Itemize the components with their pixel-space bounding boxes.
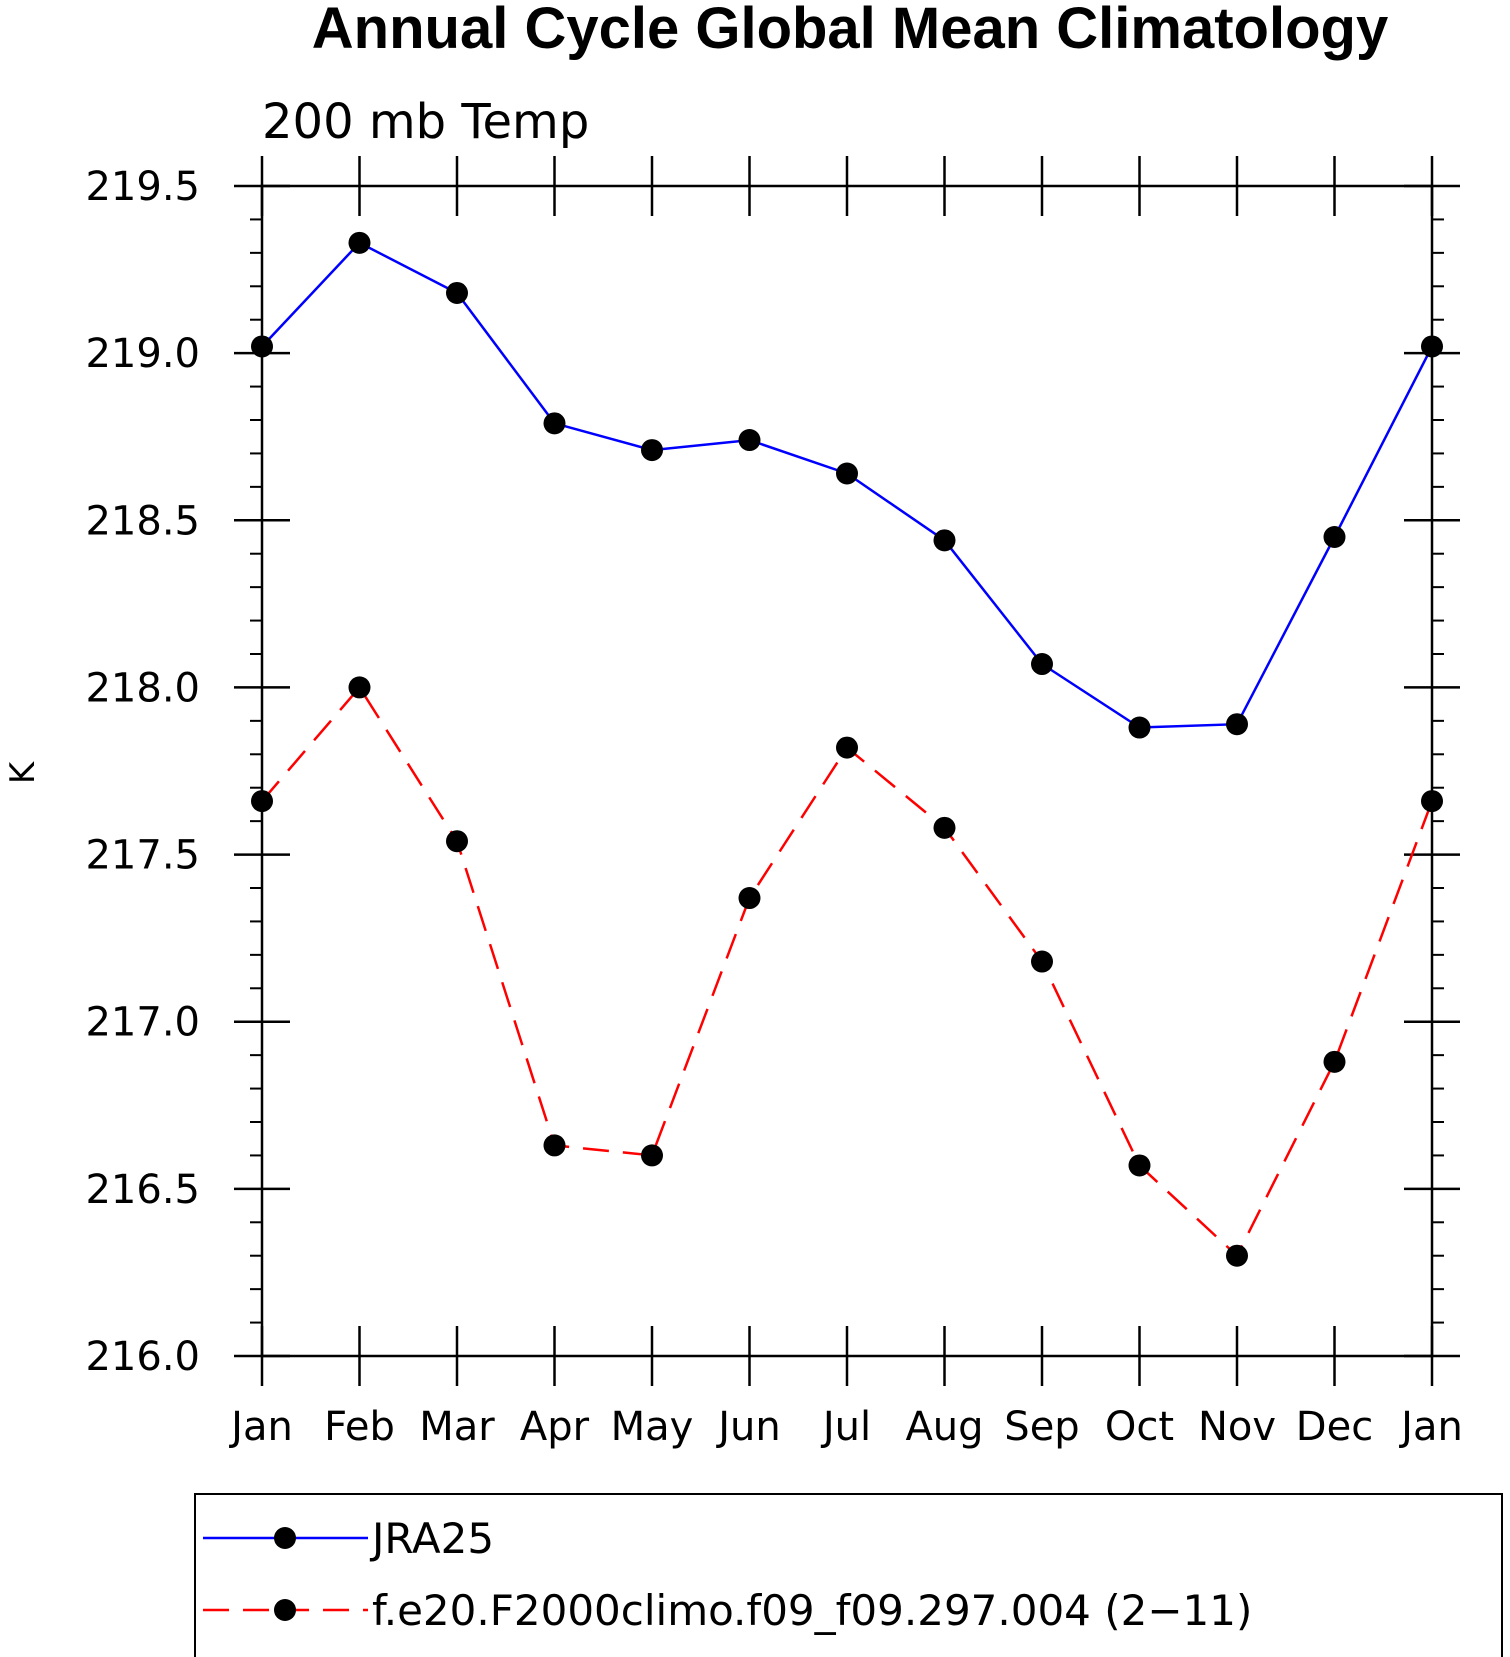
data-point [738, 429, 761, 452]
data-point [446, 281, 468, 304]
x-tick-label: May [611, 1404, 694, 1450]
data-point [1421, 790, 1443, 813]
chart-title: Annual Cycle Global Mean Climatology [312, 0, 1388, 61]
data-point [1226, 1244, 1248, 1267]
data-point [543, 412, 566, 435]
data-point [1421, 335, 1443, 358]
major-ticks [234, 156, 1460, 1386]
x-tick-label: Jul [820, 1404, 871, 1450]
legend-label-model: f.e20.F2000climo.f09_f09.297.004 (2−11) [372, 1586, 1252, 1635]
legend-label-jra25: JRA25 [369, 1514, 494, 1563]
data-point [1128, 716, 1151, 739]
minor-ticks [250, 218, 1444, 1324]
y-tick-label: 218.5 [85, 498, 200, 544]
y-tick-labels: 216.0 216.5 217.0 217.5 218.0 218.5 219.0 219.5 [85, 164, 200, 1380]
data-point [1323, 1050, 1346, 1073]
series-layer [251, 231, 1443, 1267]
x-tick-label: Mar [419, 1404, 495, 1450]
plot-frame [260, 184, 1434, 1358]
x-tick-label: Jan [228, 1404, 293, 1450]
data-point [641, 439, 663, 462]
data-point [1031, 950, 1053, 973]
data-point [446, 830, 468, 853]
data-point [1323, 526, 1346, 548]
x-tick-label: Sep [1004, 1404, 1079, 1450]
data-point [251, 790, 273, 813]
y-tick-label: 216.5 [85, 1167, 200, 1213]
x-tick-label: Jan [1398, 1404, 1463, 1450]
y-tick-label: 219.0 [85, 331, 200, 377]
series-line-1 [261, 685, 1434, 1258]
y-tick-label: 217.5 [85, 833, 200, 879]
x-tick-label: Oct [1105, 1404, 1174, 1450]
data-point [543, 1134, 566, 1157]
data-point [836, 736, 858, 759]
x-tick-label: Nov [1198, 1404, 1276, 1450]
legend-marker-model [274, 1599, 296, 1621]
data-point [641, 1144, 663, 1167]
legend-entry-jra25: JRA25 [203, 1514, 494, 1563]
legend: JRA25 f.e20.F2000climo.f09_f09.297.004 (… [194, 1493, 1503, 1657]
series-line-0 [261, 241, 1434, 729]
data-point [1226, 713, 1248, 736]
data-point [933, 529, 956, 552]
x-tick-label: Apr [520, 1404, 590, 1450]
data-point [836, 462, 858, 485]
y-tick-label: 219.5 [85, 164, 200, 210]
chart-subtitle: 200 mb Temp [262, 94, 589, 150]
legend-entry-model: f.e20.F2000climo.f09_f09.297.004 (2−11) [203, 1586, 1252, 1635]
x-tick-label: Jun [715, 1404, 781, 1450]
data-point [251, 335, 273, 358]
x-tick-label: Dec [1296, 1404, 1373, 1450]
data-point [1031, 653, 1053, 676]
data-point [348, 676, 371, 699]
y-tick-label: 216.0 [85, 1334, 200, 1380]
x-tick-label: Feb [324, 1404, 395, 1450]
legend-marker-jra25 [274, 1527, 296, 1549]
x-tick-label: Aug [905, 1404, 983, 1450]
data-point [348, 231, 371, 254]
y-tick-label: 218.0 [85, 665, 200, 711]
data-point [1128, 1154, 1151, 1177]
y-axis-label: K [3, 760, 43, 784]
x-tick-labels: Jan Feb Mar Apr May Jun Jul Aug Sep Oct Nov Dec Jan [228, 1404, 1463, 1450]
y-tick-label: 217.0 [85, 1000, 200, 1046]
legend-box [194, 1493, 1503, 1657]
data-point [933, 816, 956, 839]
data-point [738, 887, 761, 910]
